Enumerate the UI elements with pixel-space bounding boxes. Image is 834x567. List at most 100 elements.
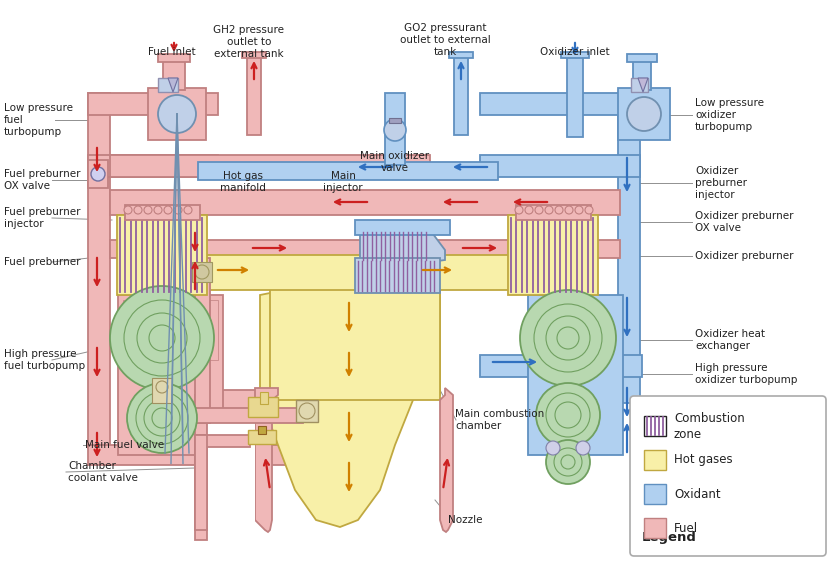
Circle shape	[546, 440, 590, 484]
Polygon shape	[255, 388, 278, 532]
Circle shape	[164, 206, 172, 214]
Bar	[195, 435, 207, 530]
Bar	[385, 93, 405, 165]
Polygon shape	[638, 78, 648, 92]
Text: Legend: Legend	[642, 531, 697, 544]
Circle shape	[127, 383, 197, 453]
Bar	[248, 397, 278, 417]
Bar	[123, 300, 218, 360]
Circle shape	[144, 206, 152, 214]
Bar	[110, 190, 620, 215]
Bar	[618, 93, 640, 403]
Bar	[567, 55, 583, 137]
Bar	[88, 160, 108, 188]
Text: Oxidizer preburner
OX valve: Oxidizer preburner OX valve	[695, 211, 793, 233]
Text: Main fuel valve: Main fuel valve	[85, 440, 164, 450]
Text: Fuel preburner
OX valve: Fuel preburner OX valve	[4, 169, 81, 191]
Bar	[163, 58, 185, 90]
Bar	[296, 400, 318, 422]
Circle shape	[520, 290, 616, 386]
Bar	[561, 52, 589, 58]
Circle shape	[124, 206, 132, 214]
Circle shape	[627, 97, 661, 131]
Bar	[242, 52, 266, 58]
Bar	[195, 435, 250, 447]
Bar	[148, 88, 206, 140]
Bar	[631, 78, 648, 92]
Circle shape	[546, 441, 560, 455]
Circle shape	[545, 206, 553, 214]
Text: Combustion
zone: Combustion zone	[674, 412, 745, 441]
Text: Nozzle: Nozzle	[448, 515, 483, 525]
Text: Hot gas
manifold: Hot gas manifold	[220, 171, 266, 193]
Text: Low pressure
oxidizer
turbopump: Low pressure oxidizer turbopump	[695, 98, 764, 133]
Bar	[125, 205, 200, 220]
Text: Fuel: Fuel	[674, 522, 698, 535]
Text: Fuel preburner
injector: Fuel preburner injector	[4, 207, 81, 229]
Bar	[88, 93, 218, 115]
Bar	[88, 93, 110, 448]
Text: Oxidizer inlet: Oxidizer inlet	[540, 47, 610, 57]
Bar	[633, 58, 651, 90]
Circle shape	[154, 206, 162, 214]
Text: Chamber
coolant valve: Chamber coolant valve	[68, 461, 138, 483]
Bar	[270, 280, 440, 400]
Bar	[454, 55, 468, 135]
Polygon shape	[440, 388, 453, 532]
Bar	[260, 392, 268, 404]
Text: Fuel preburner: Fuel preburner	[4, 257, 81, 267]
FancyBboxPatch shape	[630, 396, 826, 556]
Bar	[516, 205, 591, 220]
Circle shape	[174, 206, 182, 214]
Circle shape	[535, 206, 543, 214]
Circle shape	[576, 441, 590, 455]
Text: GH2 pressure
outlet to
external tank: GH2 pressure outlet to external tank	[214, 24, 284, 60]
Circle shape	[565, 206, 573, 214]
Bar	[195, 408, 303, 423]
Bar	[644, 450, 666, 470]
Text: Low pressure
fuel
turbopump: Low pressure fuel turbopump	[4, 103, 73, 137]
Circle shape	[384, 119, 406, 141]
Bar	[118, 295, 223, 455]
Bar	[158, 78, 178, 92]
Bar	[355, 220, 450, 235]
Bar	[258, 426, 266, 434]
Circle shape	[91, 167, 105, 181]
Bar	[480, 155, 640, 177]
Circle shape	[575, 206, 583, 214]
Text: High pressure
oxidizer turbopump: High pressure oxidizer turbopump	[695, 363, 797, 385]
Bar	[480, 355, 642, 377]
Circle shape	[536, 383, 600, 447]
Text: Oxidizer heat
exchanger: Oxidizer heat exchanger	[695, 329, 765, 351]
Circle shape	[555, 206, 563, 214]
Bar	[644, 518, 666, 538]
Bar	[248, 430, 276, 444]
Bar	[198, 162, 498, 180]
Bar	[110, 155, 430, 177]
Bar	[644, 484, 666, 504]
Bar	[88, 155, 218, 177]
Bar	[195, 410, 255, 555]
Text: Main
injector: Main injector	[324, 171, 363, 193]
Text: Main combustion
chamber: Main combustion chamber	[455, 409, 545, 431]
Polygon shape	[260, 260, 440, 527]
Bar	[195, 395, 207, 540]
Circle shape	[525, 206, 533, 214]
Circle shape	[299, 403, 315, 419]
Polygon shape	[168, 78, 178, 92]
Bar	[195, 390, 280, 410]
Bar	[117, 215, 207, 295]
Bar	[644, 416, 666, 436]
Bar	[200, 255, 550, 290]
Polygon shape	[360, 230, 445, 262]
Bar	[449, 52, 473, 58]
Bar	[195, 390, 215, 467]
Circle shape	[515, 206, 523, 214]
Bar	[528, 295, 623, 455]
Text: GO2 pressurant
outlet to external
tank: GO2 pressurant outlet to external tank	[399, 23, 490, 57]
Text: Oxidizer
preburner
injector: Oxidizer preburner injector	[695, 166, 747, 200]
Circle shape	[195, 265, 209, 279]
Text: Oxidizer preburner: Oxidizer preburner	[695, 251, 793, 261]
Text: Hot gases: Hot gases	[674, 454, 732, 467]
Bar	[152, 378, 172, 403]
